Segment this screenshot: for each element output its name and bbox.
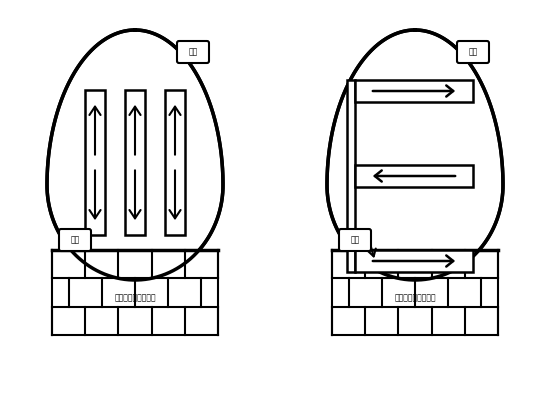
Text: 下台阶放破开振方向: 下台阶放破开振方向 <box>114 293 156 302</box>
Text: 下台阶放破开振方向: 下台阶放破开振方向 <box>394 293 436 302</box>
Text: 终点: 终点 <box>468 47 478 57</box>
Bar <box>332 250 498 335</box>
Bar <box>85 90 105 235</box>
FancyBboxPatch shape <box>177 41 209 63</box>
Bar <box>355 250 473 272</box>
FancyBboxPatch shape <box>59 229 91 251</box>
Polygon shape <box>47 30 223 280</box>
Text: 起点: 起点 <box>71 236 80 244</box>
Bar <box>165 90 185 235</box>
Polygon shape <box>327 30 503 280</box>
Bar <box>347 80 355 272</box>
Bar <box>125 90 145 235</box>
Text: 终点: 终点 <box>188 47 198 57</box>
Bar <box>355 80 473 102</box>
Bar <box>355 165 473 187</box>
FancyBboxPatch shape <box>457 41 489 63</box>
Bar <box>52 250 218 335</box>
Text: 起点: 起点 <box>351 236 360 244</box>
FancyBboxPatch shape <box>339 229 371 251</box>
